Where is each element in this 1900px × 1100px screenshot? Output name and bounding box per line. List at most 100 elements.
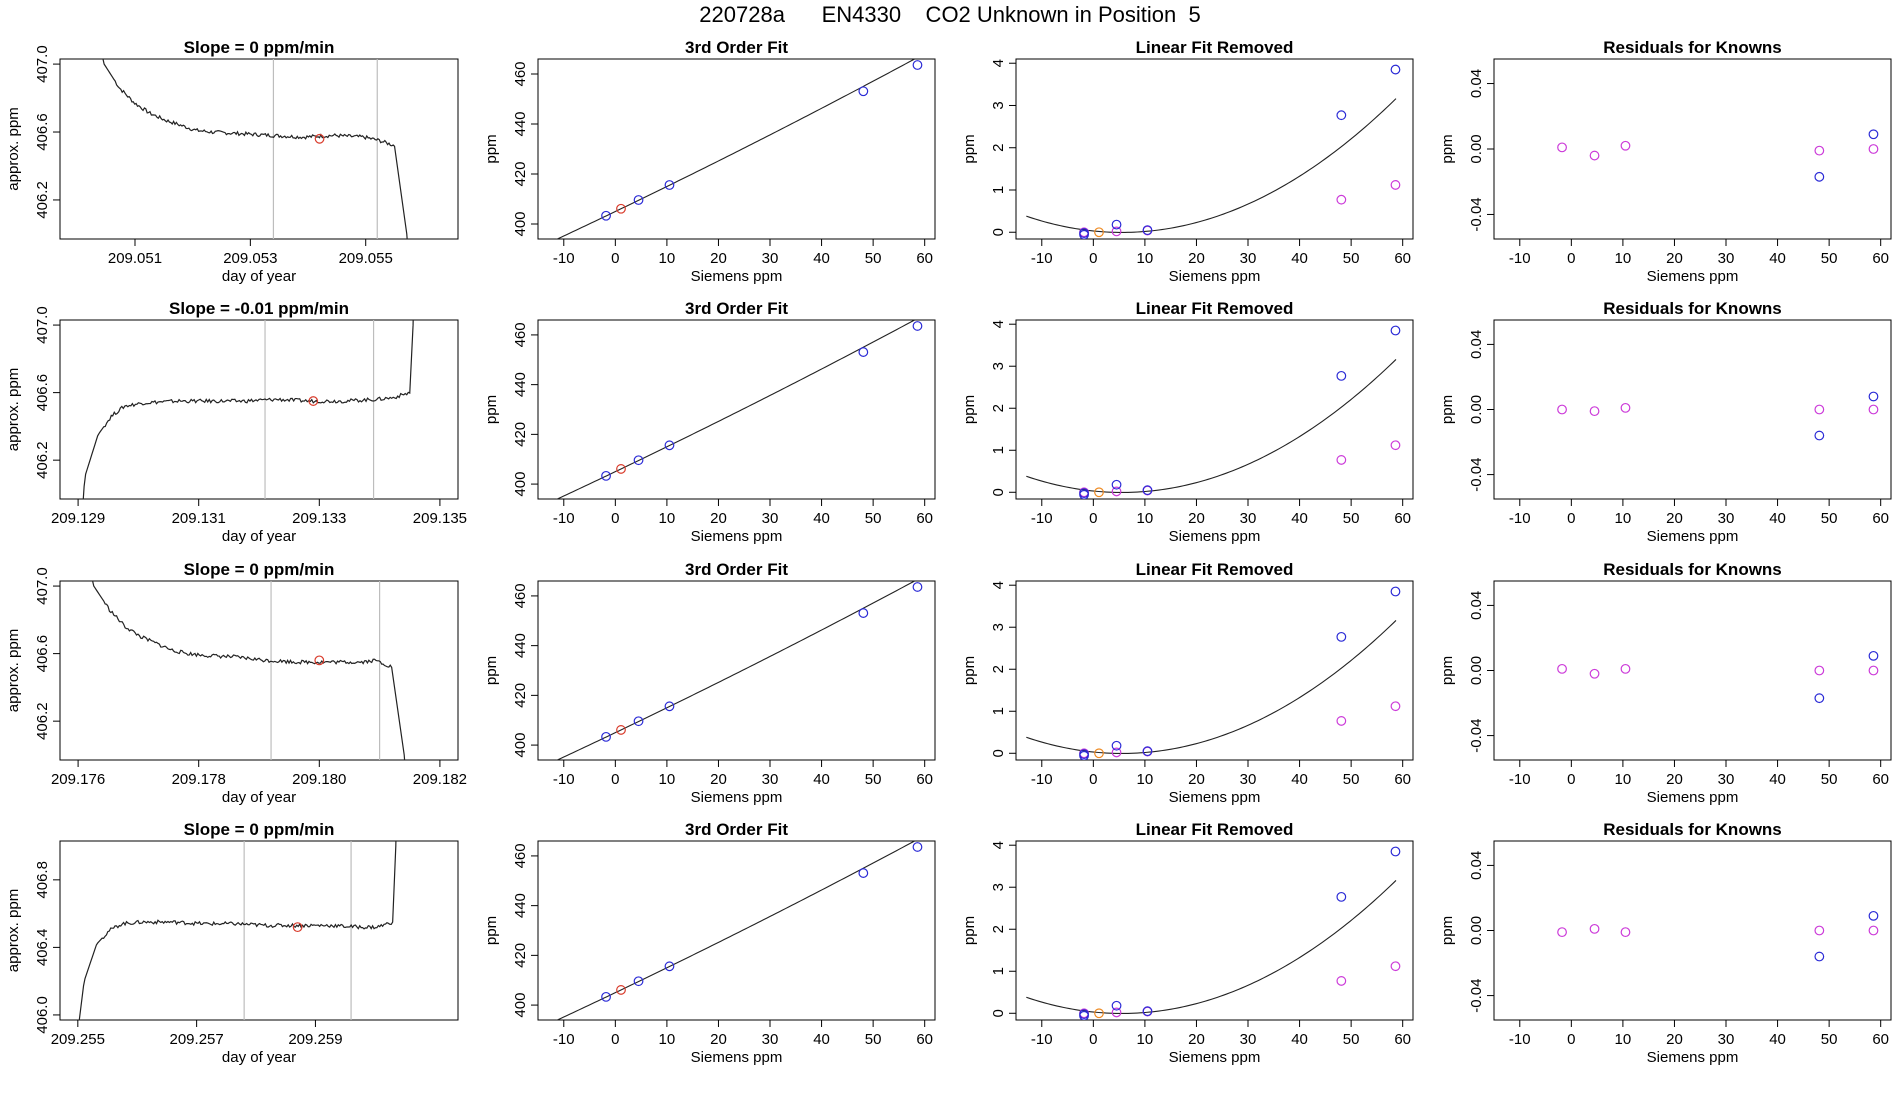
y-tick-label: 407.0 <box>34 306 51 344</box>
y-tick-label: 400 <box>512 211 529 236</box>
residual-point <box>1557 927 1567 938</box>
x-tick-label: 10 <box>659 771 676 788</box>
known-residual-point <box>1814 693 1825 704</box>
scaled-residual-point <box>1336 976 1347 986</box>
x-tick-label: 40 <box>1291 510 1308 527</box>
x-tick-label: -10 <box>1031 1031 1053 1048</box>
known-standard-point <box>1390 846 1401 857</box>
known-standard-point <box>912 60 923 70</box>
y-tick-label: 0 <box>990 749 1007 757</box>
known-standard-point <box>1336 370 1347 381</box>
x-tick-label: 10 <box>1137 250 1154 267</box>
x-tick-label: 60 <box>916 771 933 788</box>
y-tick-label: 440 <box>512 893 529 918</box>
known-standard-point <box>633 716 644 727</box>
known-standard-point <box>1142 1006 1153 1017</box>
residual-point <box>1620 663 1631 674</box>
x-tick-label: 20 <box>1666 1031 1683 1048</box>
x-tick-label: 30 <box>1718 1031 1735 1048</box>
y-axis-label: approx. ppm <box>5 368 22 451</box>
panel-title: Linear Fit Removed <box>1136 38 1294 57</box>
linear-removed-panel: -10 0 10 20 30 40 50 60 0 1 2 3 4 Linear Fit Removed S… <box>961 38 1414 285</box>
residual-point <box>1814 404 1825 415</box>
known-standard-point <box>1111 740 1122 751</box>
x-tick-label: 50 <box>1343 250 1360 267</box>
y-tick-label: 406.6 <box>34 374 51 412</box>
residual-point <box>1589 406 1600 417</box>
residual-point <box>1620 402 1631 413</box>
x-axis-label: day of year <box>222 268 296 285</box>
x-tick-label: 50 <box>865 250 882 267</box>
x-tick-label: 209.131 <box>172 510 226 527</box>
y-tick-label: 406.4 <box>34 929 51 967</box>
known-residual-point <box>1868 910 1879 921</box>
x-tick-label: 50 <box>1343 771 1360 788</box>
x-tick-label: 0 <box>1089 1031 1097 1048</box>
plot-frame <box>1493 840 1892 1021</box>
x-tick-label: 50 <box>865 510 882 527</box>
plot-area <box>1026 846 1401 1020</box>
x-tick-label: 50 <box>865 771 882 788</box>
scaled-residual-point <box>1336 194 1347 205</box>
plot-frame <box>537 58 936 240</box>
known-standard-point <box>858 868 869 878</box>
x-tick-label: 60 <box>1394 1031 1411 1048</box>
y-axis-label: ppm <box>1439 134 1456 163</box>
x-axis-label: Siemens ppm <box>1169 528 1261 545</box>
x-tick-label: 20 <box>710 1031 727 1048</box>
x-tick-label: 40 <box>1291 250 1308 267</box>
y-axis-label: ppm <box>961 916 978 945</box>
unknown-point <box>1094 748 1104 759</box>
x-tick-label: -10 <box>553 250 575 267</box>
y-tick-label: -0.04 <box>1468 197 1485 231</box>
y-tick-label: 440 <box>512 633 529 658</box>
scaled-residual-point <box>1111 747 1122 758</box>
x-tick-label: 30 <box>1718 771 1735 788</box>
y-tick-label: 460 <box>512 843 529 868</box>
y-tick-label: 406.6 <box>34 113 51 151</box>
residual-point <box>1868 925 1879 936</box>
y-tick-label: 406.2 <box>34 181 51 219</box>
known-standard-point <box>633 976 644 987</box>
plot-frame <box>1493 319 1892 500</box>
x-tick-label: 10 <box>659 510 676 527</box>
plot-area <box>1026 586 1401 760</box>
x-tick-label: 209.178 <box>172 771 226 788</box>
panel-title: Residuals for Knowns <box>1603 299 1782 318</box>
x-tick-label: -10 <box>1509 250 1531 267</box>
x-tick-label: 209.180 <box>292 771 346 788</box>
known-residual-point <box>1814 430 1825 441</box>
panel-title: Linear Fit Removed <box>1136 299 1294 318</box>
x-axis-label: Siemens ppm <box>691 268 783 285</box>
x-tick-label: 0 <box>611 771 619 788</box>
concentration-trace <box>91 581 406 760</box>
known-standard-point <box>1111 479 1122 490</box>
unknown-mean-point <box>292 922 303 933</box>
x-tick-label: 209.257 <box>170 1031 224 1048</box>
trace-area <box>82 320 414 499</box>
known-standard-point <box>664 961 675 972</box>
unknown-point <box>616 985 626 995</box>
x-axis-label: Siemens ppm <box>1169 268 1261 285</box>
known-standard-point <box>1079 229 1089 239</box>
x-tick-label: 30 <box>762 771 779 788</box>
y-tick-label: 420 <box>512 943 529 968</box>
y-tick-label: 2 <box>990 925 1007 933</box>
residual-point <box>1620 927 1631 938</box>
x-tick-label: 30 <box>762 250 779 267</box>
y-tick-label: 2 <box>990 144 1007 152</box>
x-tick-label: 40 <box>813 250 830 267</box>
plot-area <box>556 841 923 1020</box>
known-residual-point <box>1868 650 1879 661</box>
x-tick-label: 0 <box>1567 250 1575 267</box>
scaled-residual-point <box>1111 486 1122 497</box>
plot-frame <box>537 580 936 761</box>
x-axis-label: Siemens ppm <box>1647 1049 1739 1066</box>
x-tick-label: 30 <box>1240 771 1257 788</box>
fit-curve <box>1026 880 1397 1015</box>
known-standard-point <box>858 608 869 618</box>
time-trace-panel: 209.255 209.257 209.259 406.0 406.4 406.8 Slop… <box>5 820 459 1066</box>
y-tick-label: 406.0 <box>34 996 51 1034</box>
y-axis-label: approx. ppm <box>5 629 22 712</box>
